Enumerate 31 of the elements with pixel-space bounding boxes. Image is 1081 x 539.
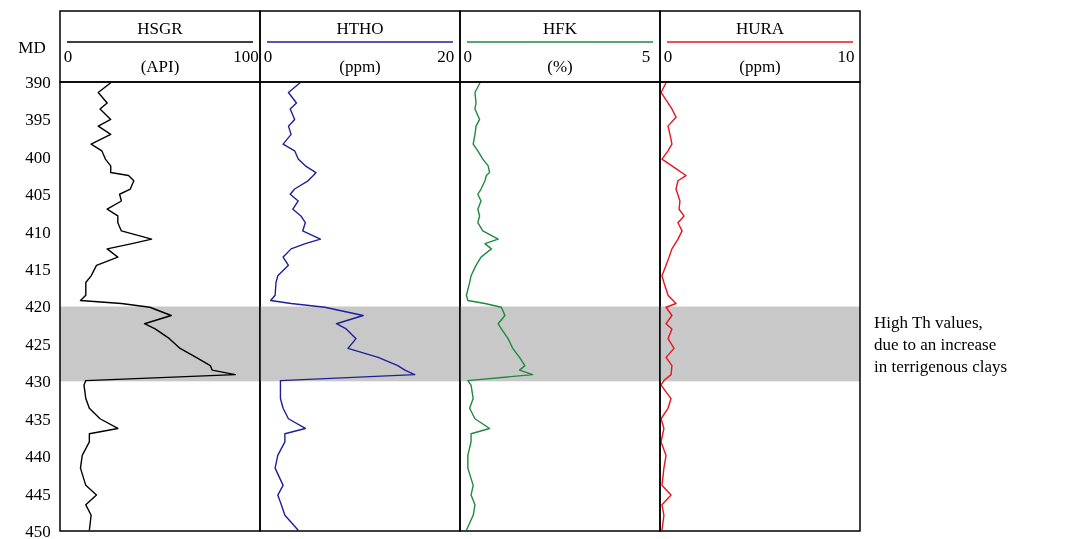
x-tick-label: 5 (641, 47, 651, 66)
x-tick-label: 100 (233, 47, 259, 66)
x-axis-title: (%) (547, 57, 573, 76)
y-axis-title: MD (18, 38, 46, 57)
y-tick-label: 395 (25, 110, 51, 130)
chart-title: HSGR (137, 19, 184, 38)
y-tick-label: 425 (25, 334, 51, 354)
y-tick-label: 410 (25, 222, 51, 242)
x-tick-label: 0 (63, 47, 73, 66)
text: High Th values, due to an increase in terrigenous clays (874, 312, 1008, 376)
y-tick-label: 420 (25, 297, 51, 317)
y-tick-label: 405 (25, 185, 51, 205)
x-tick-label: 20 (437, 47, 455, 66)
x-tick-label: 0 (663, 47, 673, 66)
y-tick-label: 445 (25, 484, 51, 504)
x-tick-label: 10 (837, 47, 855, 66)
y-tick-label: 450 (25, 521, 51, 539)
y-tick-label: 415 (25, 260, 51, 280)
x-axis-title: (API) (140, 57, 180, 76)
x-tick-label: 0 (463, 47, 473, 66)
x-axis-title: (ppm) (739, 57, 781, 76)
x-tick-label: 0 (263, 47, 273, 66)
chart-title: HTHO (336, 19, 384, 38)
chart-title: HURA (735, 19, 785, 38)
y-tick-label: 440 (25, 447, 51, 467)
x-axis-title: (ppm) (339, 57, 381, 76)
chart-title: HFK (542, 19, 578, 38)
y-tick-label: 435 (25, 409, 51, 429)
y-tick-label: 400 (25, 147, 51, 167)
y-tick-label: 390 (25, 72, 51, 92)
y-tick-label: 430 (25, 372, 51, 392)
